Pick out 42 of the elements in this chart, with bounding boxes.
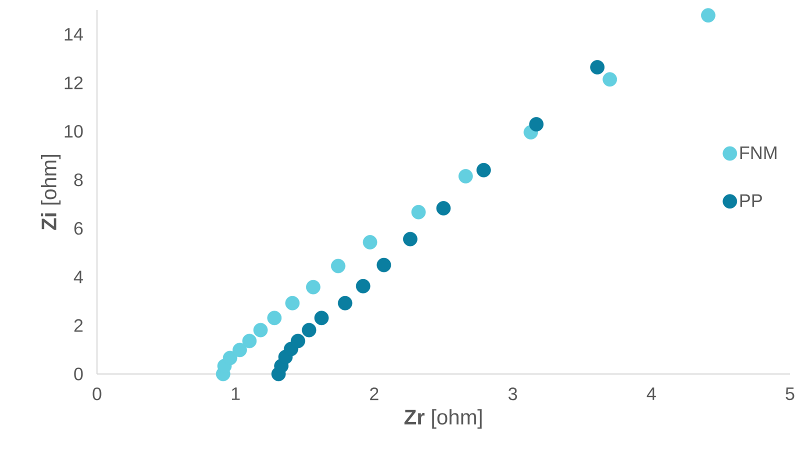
point bbox=[529, 117, 544, 132]
point bbox=[314, 310, 329, 326]
point bbox=[267, 310, 282, 326]
y-tick-label: 4 bbox=[74, 270, 83, 284]
y-tick-label: 6 bbox=[74, 222, 83, 235]
x-axis-title: Zr [ohm] bbox=[404, 409, 482, 429]
point bbox=[362, 235, 378, 250]
legend-label: PP bbox=[740, 194, 762, 207]
point bbox=[458, 169, 473, 184]
legend-label: FNM bbox=[740, 146, 776, 159]
point bbox=[330, 258, 346, 274]
y-tick-label: 12 bbox=[64, 76, 83, 90]
point bbox=[411, 204, 426, 220]
x-tick-label: 1 bbox=[232, 388, 240, 400]
point bbox=[590, 60, 605, 74]
point bbox=[253, 322, 268, 338]
y-tick-label: 14 bbox=[64, 28, 83, 40]
y-tick-label: 2 bbox=[74, 319, 83, 332]
point bbox=[436, 201, 451, 216]
y-tick-label: 10 bbox=[64, 124, 83, 138]
point bbox=[476, 162, 491, 178]
point bbox=[306, 280, 320, 294]
point bbox=[302, 322, 316, 338]
point bbox=[701, 8, 716, 23]
y-tick-label: 0 bbox=[74, 368, 83, 380]
point bbox=[285, 296, 300, 310]
point bbox=[232, 342, 247, 358]
x-tick-label: 4 bbox=[646, 388, 656, 400]
point bbox=[290, 334, 306, 348]
point bbox=[356, 278, 370, 294]
point bbox=[602, 72, 618, 87]
y-tick-label: 8 bbox=[74, 173, 83, 186]
x-tick-label: 5 bbox=[786, 388, 794, 400]
point bbox=[222, 350, 238, 366]
point bbox=[376, 258, 392, 272]
x-tick-label: 3 bbox=[508, 388, 518, 400]
point bbox=[403, 232, 418, 246]
point bbox=[338, 296, 352, 310]
x-tick-label: 0 bbox=[92, 388, 102, 400]
y-axis-title: Zi [ohm] bbox=[41, 154, 61, 230]
x-tick-label: 2 bbox=[370, 388, 378, 400]
point bbox=[242, 334, 257, 348]
